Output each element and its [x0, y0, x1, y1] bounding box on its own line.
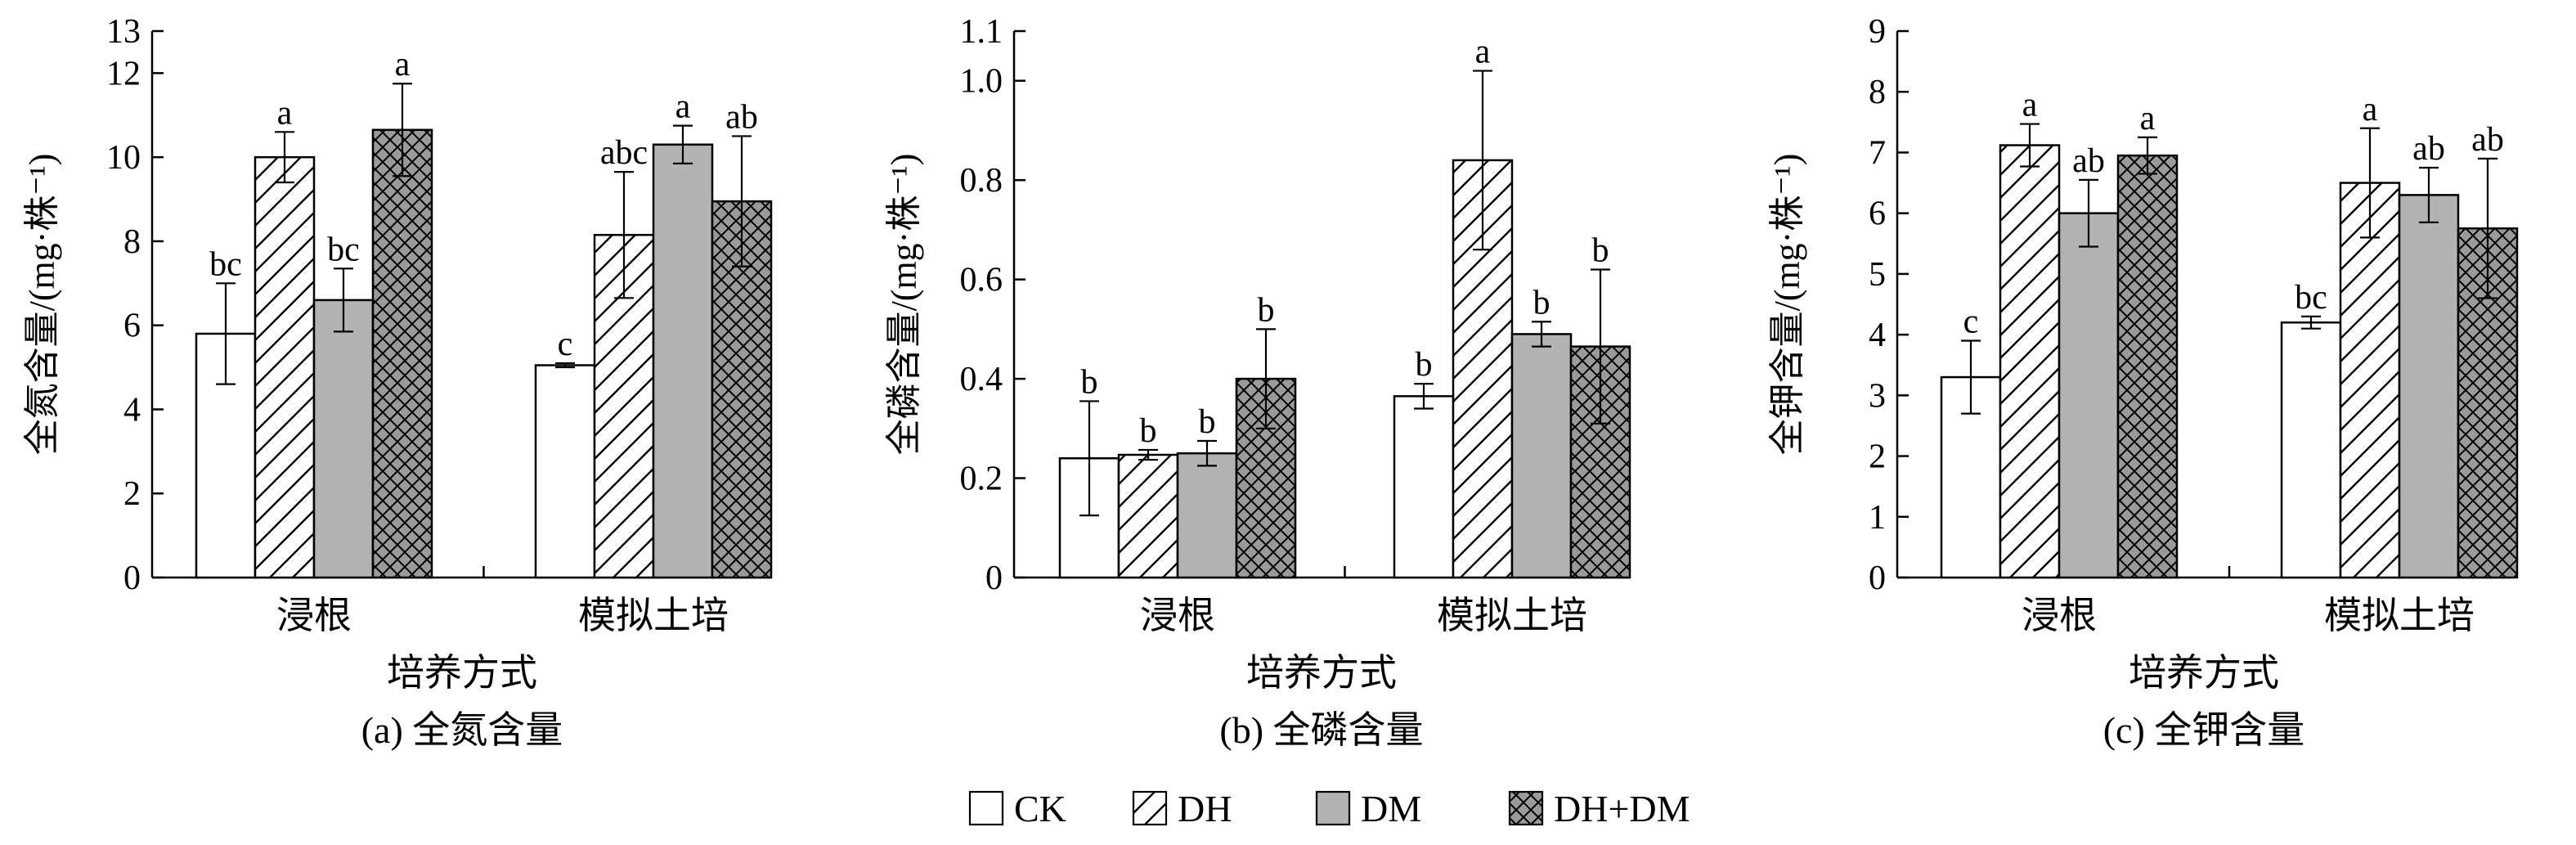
x-category-label: 模拟土培 — [1437, 595, 1587, 636]
x-category-label: 浸根 — [2022, 595, 2097, 636]
bar-dh-plus-dm — [2116, 154, 2179, 579]
bar-dm — [1510, 333, 1573, 579]
legend: CK DH DM DH+DM — [968, 788, 1690, 829]
significance-letter: ab — [725, 98, 758, 136]
y-tick-label: 0.8 — [960, 162, 1003, 200]
bar-dm — [312, 299, 375, 579]
x-category-label: 浸根 — [276, 595, 352, 636]
bar-dm — [1176, 452, 1238, 579]
significance-letter: a — [675, 88, 691, 126]
bar-dh-plus-dm — [371, 128, 433, 579]
y-axis-title: 全钾含量/(mg·株⁻¹) — [1767, 154, 1807, 456]
legend-label: DH — [1178, 788, 1232, 829]
bar-dm — [2058, 212, 2120, 579]
significance-letter: bc — [2295, 279, 2327, 317]
legend-item-dh-plus-dm: DH+DM — [1508, 788, 1690, 829]
legend-swatch — [1508, 790, 1544, 826]
y-tick-label: 13 — [106, 13, 141, 51]
legend-swatch — [1132, 790, 1168, 826]
panel-caption: (c) 全钾含量 — [2103, 709, 2305, 751]
x-axis-title: 培养方式 — [387, 652, 537, 694]
x-category-label: 浸根 — [1140, 595, 1215, 636]
y-tick-label: 7 — [1869, 134, 1886, 172]
y-tick-label: 0.2 — [960, 461, 1003, 498]
significance-letter: b — [1592, 231, 1609, 269]
y-tick-label: 0.4 — [960, 361, 1003, 398]
significance-letter: a — [277, 94, 293, 132]
bar-dm — [652, 143, 714, 579]
significance-letter: b — [1533, 284, 1551, 321]
y-axis-title: 全氮含量/(mg·株⁻¹) — [22, 154, 62, 456]
bar-dh — [1117, 453, 1179, 579]
significance-letter: b — [1081, 363, 1098, 401]
y-tick-label: 6 — [123, 308, 141, 345]
bar-ck — [2280, 321, 2342, 579]
legend-item-ck: CK — [968, 788, 1066, 829]
significance-letter: a — [395, 46, 411, 83]
y-axis-title: 全磷含量/(mg·株⁻¹) — [884, 154, 924, 456]
y-tick-label: 5 — [1869, 256, 1886, 294]
legend-swatch — [1315, 790, 1351, 826]
bar-dh — [254, 155, 316, 579]
legend-label: DH+DM — [1554, 788, 1690, 829]
y-tick-label: 10 — [106, 139, 141, 177]
significance-letter: c — [1963, 303, 1979, 341]
y-tick-label: 8 — [1869, 74, 1886, 111]
y-tick-label: 0 — [1869, 560, 1886, 597]
significance-letter: a — [2022, 87, 2038, 124]
bar-ck — [534, 364, 596, 579]
legend-item-dh: DH — [1132, 788, 1232, 829]
bar-dh — [2339, 182, 2401, 579]
y-tick-label: 0.6 — [960, 262, 1003, 299]
y-tick-label: 1.1 — [960, 13, 1003, 51]
bar-dm — [2398, 194, 2460, 579]
y-tick-label: 4 — [123, 391, 141, 429]
significance-letter: b — [1140, 412, 1157, 450]
y-tick-label: 4 — [1869, 317, 1886, 354]
panel-caption: (a) 全氮含量 — [361, 709, 563, 751]
y-tick-label: 6 — [1869, 196, 1886, 233]
significance-letter: c — [558, 326, 573, 363]
y-tick-label: 2 — [123, 475, 141, 513]
y-tick-label: 2 — [1869, 438, 1886, 476]
significance-letter: ab — [2471, 121, 2504, 159]
significance-letter: b — [1199, 403, 1216, 441]
y-tick-label: 1 — [1869, 499, 1886, 537]
y-tick-label: 9 — [1869, 13, 1886, 51]
significance-letter: bc — [327, 231, 360, 268]
y-tick-label: 3 — [1869, 377, 1886, 415]
y-tick-label: 1.0 — [960, 63, 1003, 101]
significance-letter: b — [1416, 346, 1433, 384]
significance-letter: bc — [209, 245, 242, 283]
y-tick-label: 12 — [106, 55, 141, 92]
y-tick-label: 8 — [123, 223, 141, 261]
significance-letter: abc — [600, 134, 648, 172]
significance-letter: ab — [2412, 130, 2445, 168]
x-axis-title: 培养方式 — [1246, 652, 1397, 694]
bar-dh-plus-dm — [2457, 227, 2519, 579]
panel-caption: (b) 全磷含量 — [1219, 709, 1423, 751]
y-tick-label: 0 — [123, 560, 141, 597]
legend-item-dm: DM — [1315, 788, 1421, 829]
legend-label: CK — [1014, 788, 1066, 829]
x-category-label: 模拟土培 — [578, 595, 729, 636]
legend-swatch — [968, 790, 1004, 826]
x-category-label: 模拟土培 — [2324, 595, 2475, 636]
y-tick-label: 0 — [985, 560, 1003, 597]
significance-letter: a — [2140, 100, 2156, 137]
bar-dh — [1999, 144, 2061, 579]
x-axis-title: 培养方式 — [2129, 652, 2279, 694]
significance-letter: ab — [2072, 142, 2105, 180]
significance-letter: a — [1475, 34, 1491, 71]
bar-ck — [1393, 395, 1455, 579]
significance-letter: b — [1258, 291, 1275, 329]
significance-letter: a — [2363, 91, 2378, 128]
legend-label: DM — [1361, 788, 1421, 829]
